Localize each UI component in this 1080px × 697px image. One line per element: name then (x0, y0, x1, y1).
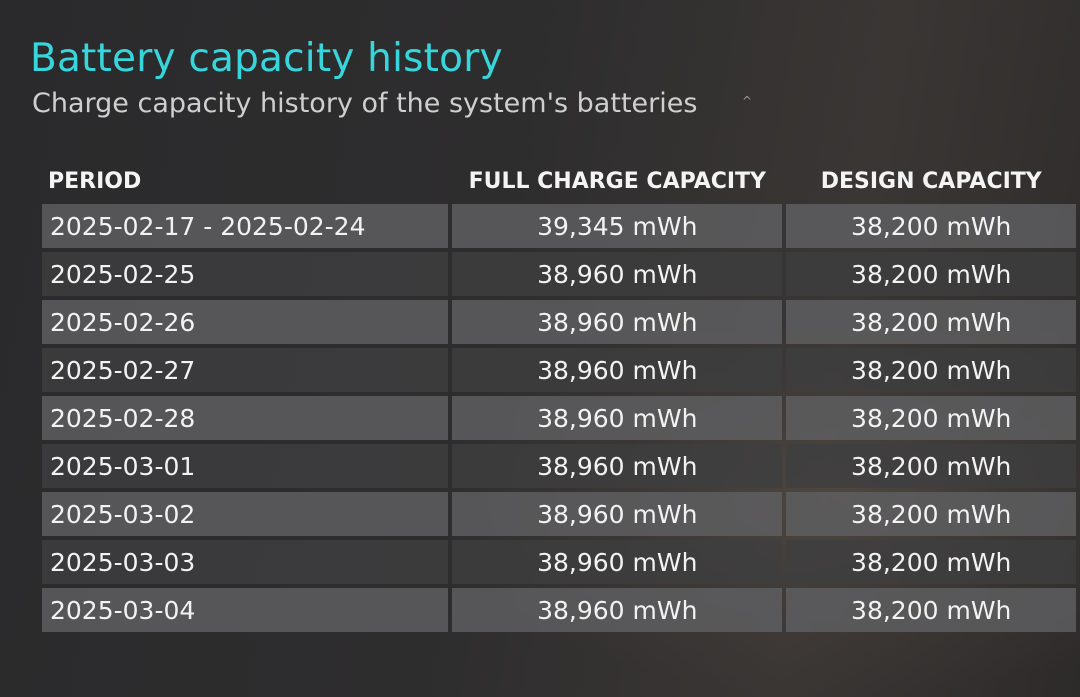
table-row: 2025-02-17 - 2025-02-24 39,345 mWh 38,20… (42, 204, 1076, 248)
cell-design-capacity: 38,200 mWh (786, 492, 1076, 536)
cell-full-charge-capacity: 38,960 mWh (452, 396, 783, 440)
capacity-history-table: PERIOD FULL CHARGE CAPACITY DESIGN CAPAC… (38, 158, 1080, 636)
cell-period: 2025-02-26 (42, 300, 449, 344)
cell-design-capacity: 38,200 mWh (786, 540, 1076, 584)
cell-period: 2025-03-02 (42, 492, 449, 536)
table-row: 2025-03-03 38,960 mWh 38,200 mWh (42, 540, 1076, 584)
cell-full-charge-capacity: 38,960 mWh (452, 252, 783, 296)
cell-full-charge-capacity: 39,345 mWh (452, 204, 783, 248)
cell-design-capacity: 38,200 mWh (786, 396, 1076, 440)
cell-design-capacity: 38,200 mWh (786, 588, 1076, 632)
cell-full-charge-capacity: 38,960 mWh (452, 588, 783, 632)
cell-full-charge-capacity: 38,960 mWh (452, 492, 783, 536)
cell-design-capacity: 38,200 mWh (786, 252, 1076, 296)
cell-design-capacity: 38,200 mWh (786, 204, 1076, 248)
cell-period: 2025-03-03 (42, 540, 449, 584)
caret-up-icon: ^ (742, 94, 753, 108)
cell-period: 2025-02-25 (42, 252, 449, 296)
cell-full-charge-capacity: 38,960 mWh (452, 348, 783, 392)
table-row: 2025-03-04 38,960 mWh 38,200 mWh (42, 588, 1076, 632)
table-row: 2025-03-02 38,960 mWh 38,200 mWh (42, 492, 1076, 536)
cell-full-charge-capacity: 38,960 mWh (452, 444, 783, 488)
cell-full-charge-capacity: 38,960 mWh (452, 540, 783, 584)
section-title: Battery capacity history (30, 36, 503, 81)
table-row: 2025-02-28 38,960 mWh 38,200 mWh (42, 396, 1076, 440)
table-row: 2025-02-26 38,960 mWh 38,200 mWh (42, 300, 1076, 344)
table-header-row: PERIOD FULL CHARGE CAPACITY DESIGN CAPAC… (42, 162, 1076, 200)
cell-period: 2025-02-27 (42, 348, 449, 392)
cell-design-capacity: 38,200 mWh (786, 348, 1076, 392)
cell-period: 2025-03-01 (42, 444, 449, 488)
cell-period: 2025-02-28 (42, 396, 449, 440)
cell-design-capacity: 38,200 mWh (786, 444, 1076, 488)
table-row: 2025-03-01 38,960 mWh 38,200 mWh (42, 444, 1076, 488)
cell-full-charge-capacity: 38,960 mWh (452, 300, 783, 344)
column-header-full-charge-capacity: FULL CHARGE CAPACITY (468, 168, 766, 194)
cell-design-capacity: 38,200 mWh (786, 300, 1076, 344)
column-header-period: PERIOD (48, 168, 142, 194)
cell-period: 2025-02-17 - 2025-02-24 (42, 204, 449, 248)
cell-period: 2025-03-04 (42, 588, 449, 632)
table-row: 2025-02-27 38,960 mWh 38,200 mWh (42, 348, 1076, 392)
table-row: 2025-02-25 38,960 mWh 38,200 mWh (42, 252, 1076, 296)
column-header-design-capacity: DESIGN CAPACITY (820, 168, 1042, 194)
section-subtitle: Charge capacity history of the system's … (32, 88, 698, 119)
